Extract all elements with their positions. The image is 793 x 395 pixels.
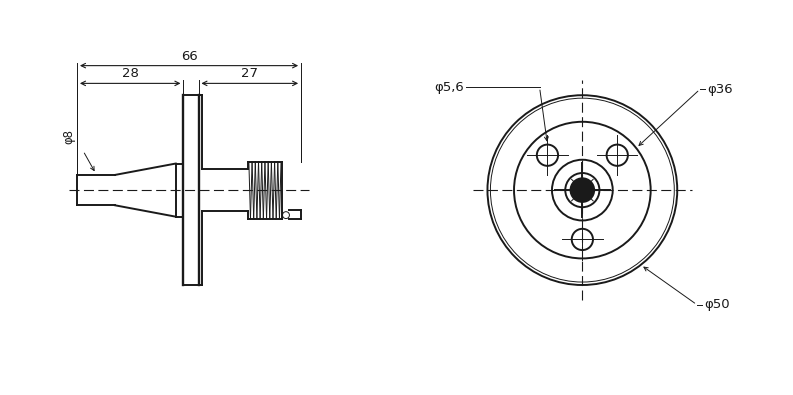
Text: 28: 28: [122, 68, 139, 81]
Text: φ8: φ8: [63, 129, 75, 144]
Text: φ36: φ36: [707, 83, 733, 96]
Text: φ5,6: φ5,6: [434, 81, 464, 94]
Text: 27: 27: [241, 68, 259, 81]
Circle shape: [571, 179, 594, 201]
Text: φ50: φ50: [704, 298, 730, 311]
Text: 66: 66: [181, 50, 197, 63]
